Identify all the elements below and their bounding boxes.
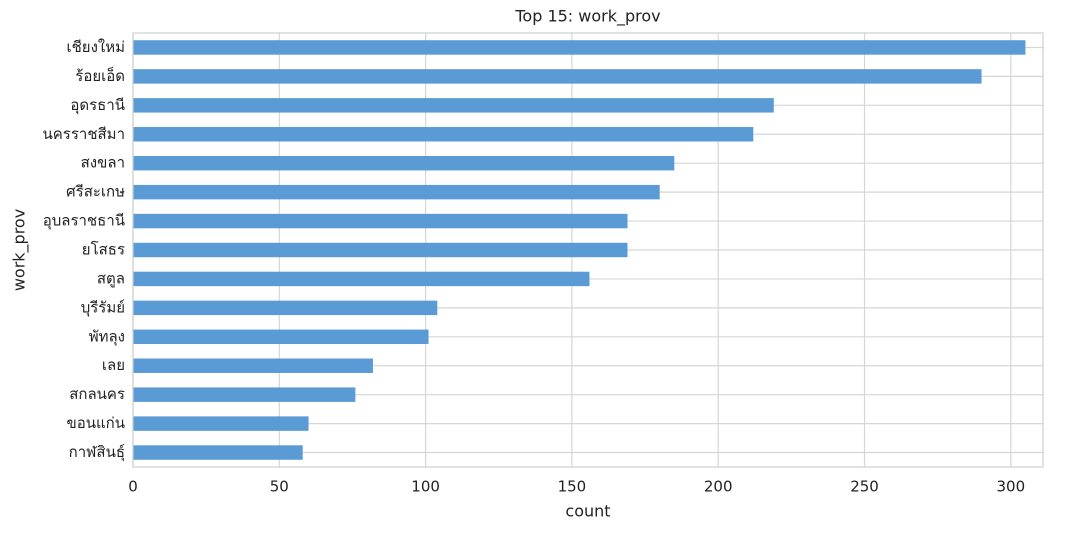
x-tick-label: 50: [270, 478, 289, 496]
bar: [133, 329, 429, 345]
y-tick-label: นครราชสีมา: [43, 125, 125, 143]
x-tick-label: 0: [128, 478, 138, 496]
y-tick-label: ศรีสะเกษ: [66, 183, 125, 201]
bar: [133, 387, 356, 402]
y-tick-label: สกลนคร: [69, 385, 125, 403]
bar: [133, 213, 628, 229]
bar: [133, 98, 774, 113]
y-tick-label: อุบลราชธานี: [43, 212, 125, 231]
y-tick-label: ขอนแก่น: [66, 414, 125, 432]
x-tick-label: 300: [996, 478, 1025, 496]
x-tick-label: 250: [850, 478, 879, 496]
x-tick-label: 150: [558, 478, 587, 496]
bar: [133, 242, 628, 258]
y-tick-label: กาฬสินธุ์: [69, 443, 125, 462]
y-tick-label: อุดรธานี: [70, 96, 125, 115]
y-tick-label: พัทลุง: [89, 327, 125, 346]
bar: [133, 445, 303, 460]
y-tick-label: บุรีรัมย์: [81, 298, 125, 317]
x-tick-label: 200: [704, 478, 733, 496]
bar: [133, 300, 438, 316]
y-tick-label: เชียงใหม่: [66, 38, 125, 56]
y-tick-label: ยโสธร: [82, 241, 125, 259]
bar: [133, 271, 590, 287]
chart-title: Top 15: work_prov: [514, 7, 660, 27]
x-tick-label: 100: [411, 478, 440, 496]
y-tick-label: เลย: [102, 356, 125, 374]
y-tick-label: สตูล: [97, 269, 125, 287]
bar: [133, 184, 660, 200]
bar: [133, 127, 754, 142]
x-axis-label: count: [565, 502, 610, 521]
plot-frame: [132, 32, 1044, 468]
y-tick-label: ร้อยเอ็ด: [75, 66, 125, 85]
bar: [133, 40, 1026, 55]
bar: [133, 155, 675, 171]
bar: [133, 358, 373, 373]
y-tick-label: สงขลา: [81, 154, 125, 172]
bar: [133, 416, 309, 431]
y-axis-label: work_prov: [10, 209, 30, 291]
bar: [133, 69, 982, 84]
